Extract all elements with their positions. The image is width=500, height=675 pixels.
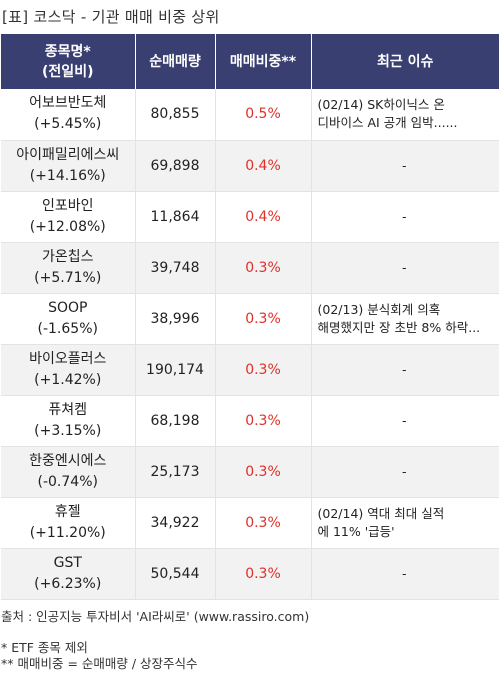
table-row: 아이패밀리에스씨 (+14.16%) 69,898 0.4% - [1,140,499,192]
stock-name-cell: 아이패밀리에스씨 (+14.16%) [1,140,136,192]
stock-name-cell: GST (+6.23%) [1,548,136,600]
issue-line-1: - [401,361,407,377]
net-volume-cell: 25,173 [135,446,216,498]
stock-name: 바이오플러스 [29,350,107,367]
issue-line-1: (02/13) 분식회계 의혹 [317,301,441,317]
stock-name-cell: 한중엔시에스 (-0.74%) [1,446,136,498]
net-volume-cell: 38,996 [135,293,216,345]
table-row: GST (+6.23%) 50,544 0.3% - [1,548,499,600]
net-volume-cell: 11,864 [135,191,216,243]
trade-ratio-cell: 0.4% [215,191,312,243]
recent-issue-cell: - [311,446,499,498]
net-volume-cell: 80,855 [135,89,216,141]
net-volume-cell: 190,174 [135,344,216,396]
stock-name: 퓨쳐켐 [48,401,88,418]
trade-ratio-cell: 0.3% [215,497,312,549]
net-volume-cell: 34,922 [135,497,216,549]
stock-name-cell: SOOP (-1.65%) [1,293,136,345]
trade-ratio-cell: 0.3% [215,395,312,447]
trade-ratio-cell: 0.3% [215,446,312,498]
stock-change: (+5.45%) [34,116,102,133]
trade-ratio-cell: 0.5% [215,89,312,141]
stock-change: (+3.15%) [34,422,102,439]
stock-name: 아이패밀리에스씨 [16,146,120,163]
table-row: 휴젤 (+11.20%) 34,922 0.3% (02/14) 역대 최대 실… [1,497,499,549]
header-recent-issue: 최근 이슈 [311,34,499,89]
table-row: 가온칩스 (+5.71%) 39,748 0.3% - [1,242,499,294]
trade-ratio-cell: 0.3% [215,344,312,396]
table-row: 바이오플러스 (+1.42%) 190,174 0.3% - [1,344,499,396]
stock-change: (+11.20%) [29,524,106,541]
etf-note: * ETF 종목 제외 [1,640,88,655]
stock-change: (+5.71%) [34,269,102,286]
table-title: [표] 코스닥 - 기관 매매 비중 상위 [2,8,220,26]
table-header-row: 종목명* (전일비) 순매매량 매매비중** 최근 이슈 [1,34,499,89]
stock-change: (-0.74%) [37,473,98,490]
stock-name: 한중엔시에스 [29,452,107,469]
ratio-note: ** 매매비중 = 순매매량 / 상장주식수 [1,656,198,671]
recent-issue-cell: - [311,242,499,294]
stock-change: (+12.08%) [29,218,106,235]
stock-name-cell: 어보브반도체 (+5.45%) [1,89,136,141]
stock-name-cell: 가온칩스 (+5.71%) [1,242,136,294]
table-row: 한중엔시에스 (-0.74%) 25,173 0.3% - [1,446,499,498]
issue-line-1: - [401,412,407,428]
recent-issue-cell: - [311,140,499,192]
issue-line-2: 해명했지만 장 초반 8% 하락... [317,319,481,335]
recent-issue-cell: - [311,344,499,396]
header-stock-name: 종목명* (전일비) [1,34,136,89]
table-row: SOOP (-1.65%) 38,996 0.3% (02/13) 분식회계 의… [1,293,499,345]
header-net-volume: 순매매량 [135,34,216,89]
source-note: 출처 : 인공지능 투자비서 'AI라씨로' (www.rassiro.com) [1,609,310,624]
stock-name: 휴젤 [54,503,81,520]
trade-ratio-cell: 0.3% [215,242,312,294]
net-volume-cell: 68,198 [135,395,216,447]
stock-name-cell: 휴젤 (+11.20%) [1,497,136,549]
recent-issue-cell: - [311,395,499,447]
issue-line-1: - [401,259,407,275]
recent-issue-cell: - [311,548,499,600]
stock-name: GST [53,554,82,571]
trade-ratio-cell: 0.4% [215,140,312,192]
table-row: 퓨쳐켐 (+3.15%) 68,198 0.3% - [1,395,499,447]
issue-line-2: 에 11% '급등' [317,523,395,539]
header-trade-ratio: 매매비중** [215,34,312,89]
issue-line-1: (02/14) 역대 최대 실적 [317,505,445,521]
stock-change: (-1.65%) [37,320,98,337]
header-stock-name-line1: 종목명* [44,43,91,60]
stock-name-cell: 퓨쳐켐 (+3.15%) [1,395,136,447]
issue-line-1: - [401,157,407,173]
stock-name: 가온칩스 [41,248,94,265]
recent-issue-cell: - [311,191,499,243]
issue-line-1: (02/14) SK하이닉스 온 [317,97,445,113]
net-volume-cell: 50,544 [135,548,216,600]
stock-name: 어보브반도체 [29,95,107,112]
recent-issue-cell: (02/13) 분식회계 의혹 해명했지만 장 초반 8% 하락... [311,293,499,345]
table-row: 인포바인 (+12.08%) 11,864 0.4% - [1,191,499,243]
issue-line-1: - [401,463,407,479]
stock-name-cell: 바이오플러스 (+1.42%) [1,344,136,396]
recent-issue-cell: (02/14) 역대 최대 실적 에 11% '급등' [311,497,499,549]
stock-change: (+1.42%) [34,371,102,388]
stock-change: (+6.23%) [34,575,102,592]
stock-name: 인포바인 [41,197,94,214]
issue-line-1: - [401,565,407,581]
trade-ratio-cell: 0.3% [215,293,312,345]
table-row: 어보브반도체 (+5.45%) 80,855 0.5% (02/14) SK하이… [1,89,499,141]
stock-name-cell: 인포바인 (+12.08%) [1,191,136,243]
trade-ratio-cell: 0.3% [215,548,312,600]
header-stock-name-line2: (전일비) [42,63,94,80]
net-volume-cell: 39,748 [135,242,216,294]
issue-line-1: - [401,208,407,224]
stock-change: (+14.16%) [29,167,106,184]
issue-line-2: 디바이스 AI 공개 임박...... [317,115,458,131]
net-volume-cell: 69,898 [135,140,216,192]
stock-name: SOOP [48,299,88,316]
institution-trading-table: 종목명* (전일비) 순매매량 매매비중** 최근 이슈 어보브반도체 (+5.… [1,34,499,600]
recent-issue-cell: (02/14) SK하이닉스 온 디바이스 AI 공개 임박...... [311,89,499,141]
